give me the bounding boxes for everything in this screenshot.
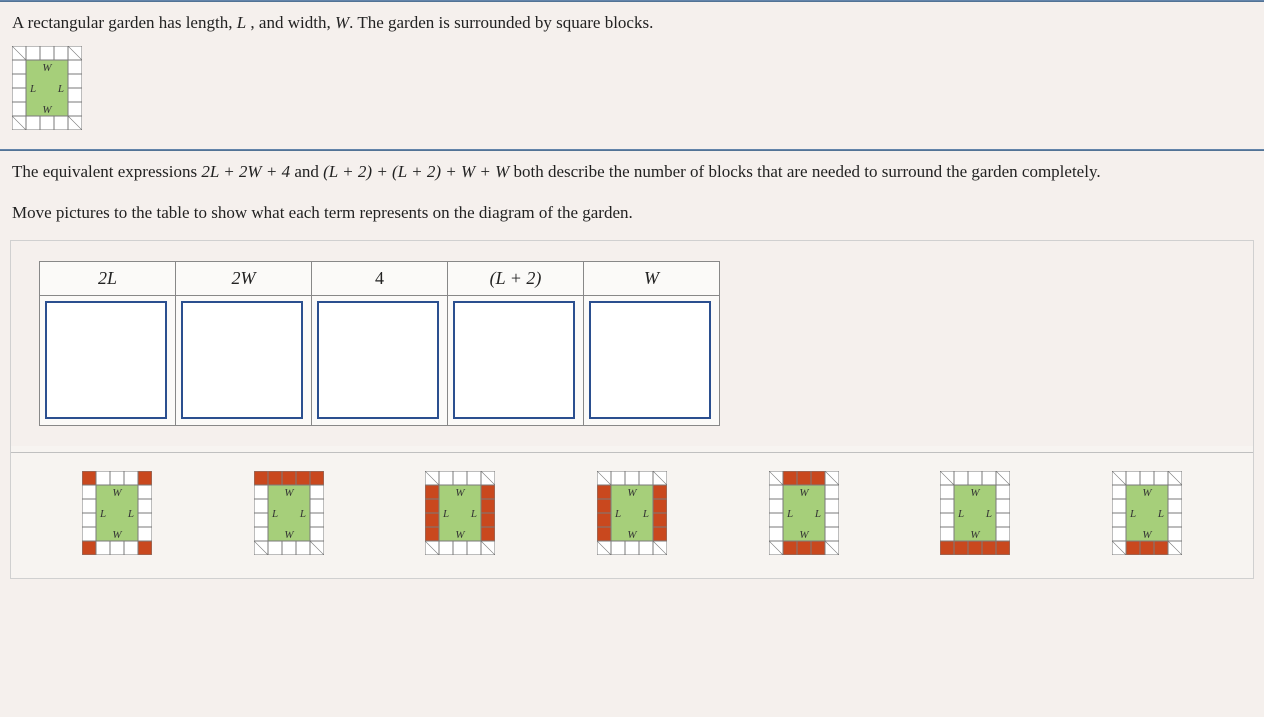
svg-text:L: L <box>1157 508 1164 520</box>
svg-text:W: W <box>799 529 809 541</box>
expr1: 2L + 2W + 4 <box>201 162 290 181</box>
svg-text:L: L <box>29 83 36 95</box>
answer-table: 2L 2W 4 (L + 2) W <box>39 261 720 426</box>
table-drop-row <box>40 295 720 425</box>
choice-bottom-row[interactable]: W WL L <box>940 471 1010 560</box>
intro-text: A rectangular garden has length, L , and… <box>12 10 1252 36</box>
choice-top-bottom[interactable]: W WL L <box>769 471 839 560</box>
svg-text:L: L <box>57 83 64 95</box>
garden-diagram-intro: W WL L <box>12 46 1252 135</box>
choice-top-row[interactable]: W WL L <box>254 471 324 560</box>
answer-table-wrap: 2L 2W 4 (L + 2) W <box>11 241 1253 446</box>
header-2L: 2L <box>40 261 176 295</box>
svg-text:L: L <box>442 508 449 520</box>
svg-text:W: W <box>112 529 122 541</box>
svg-text:L: L <box>298 508 305 520</box>
svg-text:W: W <box>284 487 294 499</box>
problem-statement: A rectangular garden has length, L , and… <box>0 2 1264 149</box>
drop-W[interactable] <box>589 301 711 419</box>
intro-mid1: , and width, <box>246 13 335 32</box>
svg-text:L: L <box>957 508 964 520</box>
svg-text:W: W <box>799 487 809 499</box>
choice-sides-lr-in[interactable]: W WL L <box>597 471 667 560</box>
equiv-text: The equivalent expressions 2L + 2W + 4 a… <box>12 159 1252 185</box>
svg-text:W: W <box>456 529 466 541</box>
svg-text:W: W <box>42 104 52 116</box>
drop-2W[interactable] <box>181 301 303 419</box>
drop-4[interactable] <box>317 301 439 419</box>
instruction-text: Move pictures to the table to show what … <box>12 200 1252 226</box>
svg-text:L: L <box>642 508 649 520</box>
var-L: L <box>237 13 246 32</box>
header-4: 4 <box>312 261 448 295</box>
header-2W: 2W <box>176 261 312 295</box>
svg-text:W: W <box>112 487 122 499</box>
svg-text:L: L <box>814 508 821 520</box>
equiv-post: both describe the number of blocks that … <box>509 162 1100 181</box>
svg-text:L: L <box>271 508 278 520</box>
header-Lplus2: (L + 2) <box>448 261 584 295</box>
svg-text:W: W <box>456 487 466 499</box>
header-W: W <box>584 261 720 295</box>
svg-text:W: W <box>284 529 294 541</box>
svg-text:L: L <box>786 508 793 520</box>
drop-2L[interactable] <box>45 301 167 419</box>
choice-corners[interactable]: W WL L <box>82 471 152 560</box>
svg-text:L: L <box>470 508 477 520</box>
svg-text:W: W <box>971 529 981 541</box>
choice-bottom-inner[interactable]: W WL L <box>1112 471 1182 560</box>
svg-text:L: L <box>127 508 134 520</box>
svg-text:W: W <box>1142 529 1152 541</box>
svg-text:W: W <box>627 487 637 499</box>
svg-text:W: W <box>42 62 52 74</box>
explanation: The equivalent expressions 2L + 2W + 4 a… <box>0 151 1264 234</box>
intro-pre: A rectangular garden has length, <box>12 13 237 32</box>
svg-text:L: L <box>99 508 106 520</box>
table-header-row: 2L 2W 4 (L + 2) W <box>40 261 720 295</box>
equiv-pre: The equivalent expressions <box>12 162 201 181</box>
choices-row: WWLLWWLLWWLLWWLLWWLLWWLLWWLL <box>11 452 1253 578</box>
equiv-mid1: and <box>290 162 323 181</box>
svg-text:L: L <box>1129 508 1136 520</box>
intro-post: . The garden is surrounded by square blo… <box>349 13 653 32</box>
var-W: W <box>335 13 349 32</box>
svg-text:W: W <box>627 529 637 541</box>
drop-Lplus2[interactable] <box>453 301 575 419</box>
expr2: (L + 2) + (L + 2) + W + W <box>323 162 509 181</box>
choice-sides-lr[interactable]: W WL L <box>425 471 495 560</box>
svg-text:W: W <box>1142 487 1152 499</box>
svg-text:W: W <box>971 487 981 499</box>
svg-text:L: L <box>985 508 992 520</box>
svg-text:L: L <box>614 508 621 520</box>
